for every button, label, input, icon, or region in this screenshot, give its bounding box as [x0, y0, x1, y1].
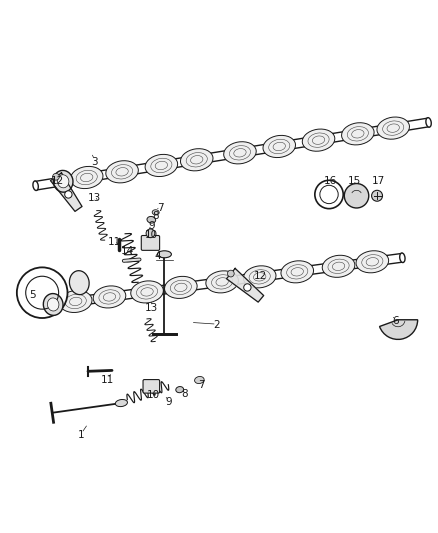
Ellipse shape — [60, 290, 92, 312]
Text: 15: 15 — [348, 176, 361, 187]
Text: 14: 14 — [121, 246, 134, 256]
Text: 17: 17 — [372, 176, 385, 187]
Text: 13: 13 — [145, 303, 158, 313]
Text: 8: 8 — [181, 389, 187, 399]
Circle shape — [146, 229, 155, 238]
Text: 13: 13 — [88, 192, 101, 203]
Ellipse shape — [176, 386, 184, 393]
Polygon shape — [50, 173, 82, 212]
Ellipse shape — [17, 268, 67, 318]
Text: 3: 3 — [91, 157, 98, 167]
Ellipse shape — [47, 298, 59, 311]
Text: 7: 7 — [157, 203, 163, 213]
Ellipse shape — [371, 190, 382, 201]
Ellipse shape — [147, 216, 155, 223]
Polygon shape — [226, 269, 264, 302]
Text: 12: 12 — [254, 271, 267, 281]
Circle shape — [244, 284, 251, 291]
Ellipse shape — [57, 175, 69, 188]
Ellipse shape — [400, 253, 405, 263]
Circle shape — [53, 173, 59, 180]
Ellipse shape — [206, 271, 238, 293]
FancyBboxPatch shape — [143, 379, 159, 393]
Ellipse shape — [342, 123, 374, 145]
Ellipse shape — [106, 161, 138, 183]
Ellipse shape — [157, 251, 171, 258]
Text: 10: 10 — [147, 390, 160, 400]
Ellipse shape — [145, 155, 178, 176]
Ellipse shape — [71, 166, 103, 189]
FancyBboxPatch shape — [141, 236, 159, 251]
Ellipse shape — [69, 271, 89, 295]
Ellipse shape — [180, 149, 213, 171]
Ellipse shape — [33, 181, 38, 190]
Text: 1: 1 — [78, 430, 85, 440]
Ellipse shape — [356, 251, 389, 273]
Ellipse shape — [53, 171, 73, 192]
Text: 7: 7 — [198, 380, 205, 390]
Text: 5: 5 — [29, 290, 35, 300]
Ellipse shape — [115, 399, 127, 407]
Ellipse shape — [426, 118, 431, 127]
Ellipse shape — [263, 135, 296, 158]
Ellipse shape — [322, 255, 355, 277]
Text: 10: 10 — [145, 230, 158, 240]
Ellipse shape — [194, 376, 204, 384]
Circle shape — [344, 183, 369, 208]
Ellipse shape — [377, 117, 410, 139]
Text: 9: 9 — [166, 397, 172, 407]
Ellipse shape — [131, 281, 163, 303]
Ellipse shape — [302, 129, 335, 151]
Ellipse shape — [165, 276, 197, 298]
Ellipse shape — [43, 294, 63, 316]
Text: 8: 8 — [152, 211, 159, 221]
Text: 12: 12 — [51, 176, 64, 187]
Ellipse shape — [244, 266, 276, 288]
Ellipse shape — [24, 303, 29, 313]
Wedge shape — [380, 320, 418, 340]
Circle shape — [227, 270, 234, 277]
Text: 9: 9 — [148, 221, 155, 231]
Text: 11: 11 — [108, 238, 121, 247]
Text: 2: 2 — [213, 320, 220, 330]
Ellipse shape — [93, 286, 126, 308]
Circle shape — [65, 191, 72, 198]
Ellipse shape — [152, 209, 159, 215]
Text: 11: 11 — [101, 375, 114, 385]
Text: 16: 16 — [324, 176, 337, 187]
Ellipse shape — [315, 180, 343, 208]
Ellipse shape — [281, 261, 314, 283]
Ellipse shape — [224, 142, 256, 164]
Text: 4: 4 — [155, 251, 161, 261]
Text: 6: 6 — [392, 316, 399, 326]
